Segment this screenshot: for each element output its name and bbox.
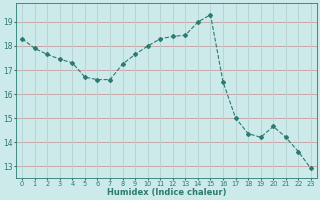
X-axis label: Humidex (Indice chaleur): Humidex (Indice chaleur): [107, 188, 226, 197]
